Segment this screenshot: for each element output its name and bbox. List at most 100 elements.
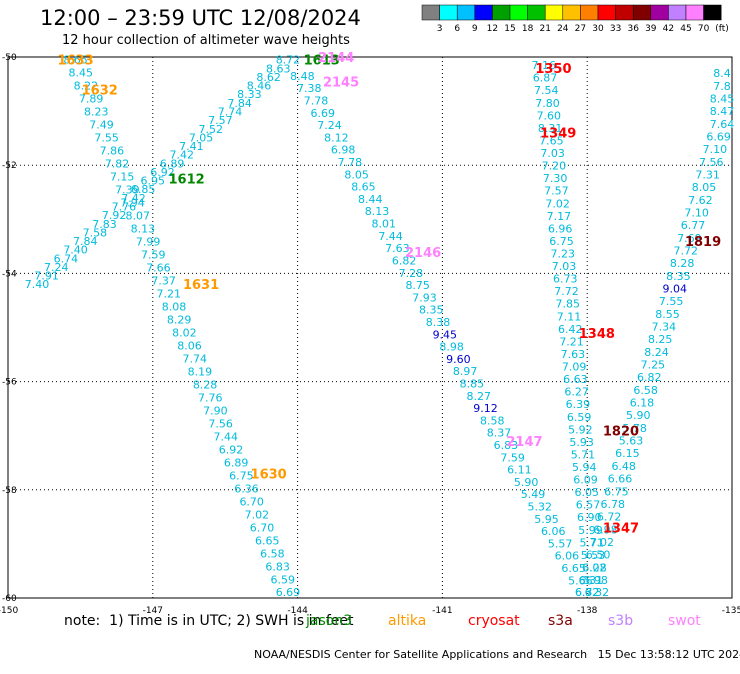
wave-height-value: 6.50 xyxy=(586,549,611,562)
wave-height-value: 8.02 xyxy=(172,327,197,340)
wave-height-value: 7.59 xyxy=(141,249,166,262)
wave-height-value: 7.42 xyxy=(121,192,146,205)
credit-line: NOAA/NESDIS Center for Satellite Applica… xyxy=(240,635,740,674)
wave-height-value: 7.28 xyxy=(399,267,424,280)
wave-height-value: 6.92 xyxy=(150,166,175,179)
wave-height-value: 8.28 xyxy=(670,257,695,270)
wave-height-value: 6.78 xyxy=(600,498,625,511)
legend-label: 3 xyxy=(437,24,443,34)
pass-2145-2146-2147: 8.487.387.786.697.248.126.987.788.058.65… xyxy=(290,70,599,599)
wave-height-value: 6.57 xyxy=(576,499,601,512)
wave-height-map: -150 -147 -144 -141 -138 -135 -50 -52 -54 -56 -58 -… xyxy=(0,51,740,616)
wave-height-value: 7.02 xyxy=(590,536,615,549)
pass-label: 1349 xyxy=(540,127,576,142)
map-frame xyxy=(7,56,733,599)
wave-height-value: 7.76 xyxy=(198,392,223,405)
wave-height-value: 7.15 xyxy=(110,171,135,184)
legend-label: 9 xyxy=(472,24,478,34)
wave-height-value: 7.31 xyxy=(695,169,720,182)
wave-height-value: 6.75 xyxy=(549,235,574,248)
wave-height-value: 6.90 xyxy=(577,511,602,524)
wave-height-value: 7.74 xyxy=(182,353,207,366)
satellite-altika: altika xyxy=(388,613,427,629)
wave-height-value: 7.10 xyxy=(703,143,728,156)
wave-height-value: 8.07 xyxy=(125,210,150,223)
legend-label: 6 xyxy=(454,24,460,34)
pass-label: 1350 xyxy=(535,62,571,77)
pass-label: 1347 xyxy=(603,522,639,537)
wave-height-value: 6.66 xyxy=(608,473,633,486)
wave-height-value: 6.59 xyxy=(271,574,296,587)
wave-height-value: 7.66 xyxy=(146,262,171,275)
wave-height-value: 6.75 xyxy=(229,470,254,483)
wave-height-value: 7.59 xyxy=(500,451,525,464)
wave-height-value: 6.83 xyxy=(265,561,290,574)
wave-height-value: 6.27 xyxy=(564,386,589,399)
wave-height-value: 6.42 xyxy=(558,323,583,336)
page-title: 12:00 – 23:59 UTC 12/08/2024 xyxy=(40,6,361,30)
wave-height-value: 7.39 xyxy=(115,184,140,197)
wave-height-value: 6.31 xyxy=(579,574,604,587)
wave-height-value: 7.02 xyxy=(545,197,570,210)
wave-height-value: 7.63 xyxy=(561,348,586,361)
legend-label: 42 xyxy=(663,24,674,34)
wave-height-value: 7.40 xyxy=(25,278,50,291)
legend-label: 24 xyxy=(557,24,569,34)
wave-height-value: 7.90 xyxy=(203,405,228,418)
x-tick-label: -147 xyxy=(143,606,163,616)
altimeter-map-page: 12:00 – 23:59 UTC 12/08/2024 12 hour col… xyxy=(0,4,740,661)
wave-height-value: 6.73 xyxy=(553,273,578,286)
wave-height-value: 8.06 xyxy=(177,340,202,353)
pass-label: 2144 xyxy=(318,51,354,66)
footer-note: note: 1) Time is in UTC; 2) SWH is in fe… xyxy=(64,613,354,629)
pass-label: 1630 xyxy=(251,468,287,483)
wave-height-value: 7.80 xyxy=(535,97,560,110)
y-tick-label: -54 xyxy=(2,269,17,279)
wave-height-value: 7.21 xyxy=(559,335,584,348)
wave-height-value: 8.65 xyxy=(351,181,376,194)
legend-label: 12 xyxy=(487,24,498,34)
wave-height-value: 8.98 xyxy=(439,341,464,354)
satellite-s3b: s3b xyxy=(608,613,634,629)
wave-height-value: 7.57 xyxy=(544,185,569,198)
wave-height-value: 5.98 xyxy=(583,574,608,587)
wave-height-value: 7.16 xyxy=(532,59,557,72)
wave-height-value: 6.72 xyxy=(597,511,622,524)
wave-height-value: 8.08 xyxy=(162,301,187,314)
wave-height-value: 7.17 xyxy=(547,210,572,223)
wave-height-value: 9.45 xyxy=(433,328,458,341)
wave-height-value: 6.48 xyxy=(611,460,636,473)
wave-height-value: 6.70 xyxy=(250,522,275,535)
wave-height-value: 6.15 xyxy=(615,447,640,460)
satellite-jason3: jason3 xyxy=(306,613,353,629)
wave-height-value: 7.25 xyxy=(641,359,666,372)
wave-height-value: 9.60 xyxy=(446,353,471,366)
wave-height-value: 8.44 xyxy=(358,193,383,206)
wave-height-value: 7.03 xyxy=(540,147,565,160)
y-tick-label: -58 xyxy=(2,486,17,496)
wave-height-value: 7.10 xyxy=(684,207,709,220)
pass-label: 1631 xyxy=(183,278,219,293)
wave-height-value: 8.12 xyxy=(324,131,349,144)
wave-height-value: 7.42 xyxy=(170,149,195,162)
wave-height-value: 7.11 xyxy=(557,310,582,323)
wave-height-value: 6.69 xyxy=(706,131,731,144)
wave-height-value: 8.27 xyxy=(466,390,491,403)
wave-height-value: 8.13 xyxy=(365,205,390,218)
wave-height-value: 8.13 xyxy=(131,223,156,236)
wave-height-value: 7.05 xyxy=(189,131,214,144)
wave-height-value: 7.82 xyxy=(105,158,130,171)
wave-height-value: 7.03 xyxy=(552,260,577,273)
wave-height-value: 6.96 xyxy=(548,222,573,235)
wave-height-value: 6.32 xyxy=(585,586,610,599)
wave-height-value: 7.62 xyxy=(688,194,713,207)
wave-height-value: 8.35 xyxy=(419,304,444,317)
legend-label: 15 xyxy=(504,24,515,34)
wave-height-value: 8.37 xyxy=(487,427,512,440)
wave-height-value: 5.90 xyxy=(514,476,539,489)
wave-height-value: 6.39 xyxy=(566,398,591,411)
wave-height-value: 6.72 xyxy=(575,586,600,599)
wave-height-value: 6.82 xyxy=(637,371,662,384)
wave-height-value: 6.32 xyxy=(575,586,600,599)
wave-height-value: 6.65 xyxy=(561,562,586,575)
